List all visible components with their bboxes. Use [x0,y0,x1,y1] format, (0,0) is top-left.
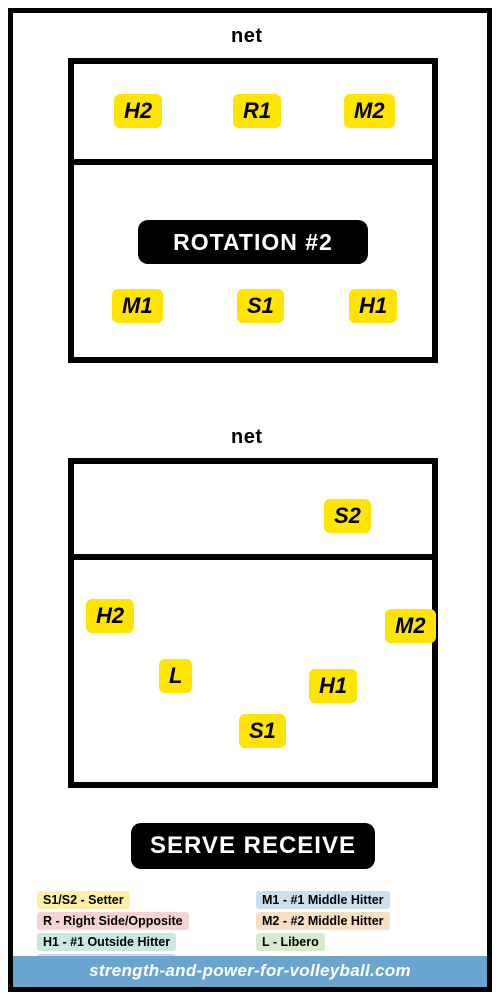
site-banner: strength-and-power-for-volleyball.com [13,956,487,987]
position-s1: S1 [237,289,284,323]
court-divider-top [68,159,438,165]
court-divider-bottom [68,554,438,560]
legend-item: M2 - #2 Middle Hitter [256,912,390,930]
rotation-badge: ROTATION #2 [138,220,368,264]
diagram-frame: net H2 R1 M2 M1 S1 H1 ROTATION #2 net S2 H2 M2 L… [8,8,492,992]
legend-item: R - Right Side/Opposite [37,912,189,930]
legend-item: S1/S2 - Setter [37,891,130,909]
position-m2: M2 [344,94,395,128]
legend-item: H1 - #1 Outside Hitter [37,933,176,951]
position-h2: H2 [86,599,134,633]
net-label-bottom: net [231,426,263,449]
position-h2: H2 [114,94,162,128]
position-s1: S1 [239,714,286,748]
position-r1: R1 [233,94,281,128]
net-label-top: net [231,25,263,48]
position-s2: S2 [324,499,371,533]
legend-item: L - Libero [256,933,325,951]
legend-item: M1 - #1 Middle Hitter [256,891,390,909]
position-h1: H1 [349,289,397,323]
position-m1: M1 [112,289,163,323]
court-rotation: H2 R1 M2 M1 S1 H1 [68,58,438,363]
serve-receive-badge: SERVE RECEIVE [131,823,375,869]
position-h1: H1 [309,669,357,703]
court-serve-receive: S2 H2 M2 L H1 S1 [68,458,438,788]
position-l: L [159,659,192,693]
position-m2: M2 [385,609,436,643]
